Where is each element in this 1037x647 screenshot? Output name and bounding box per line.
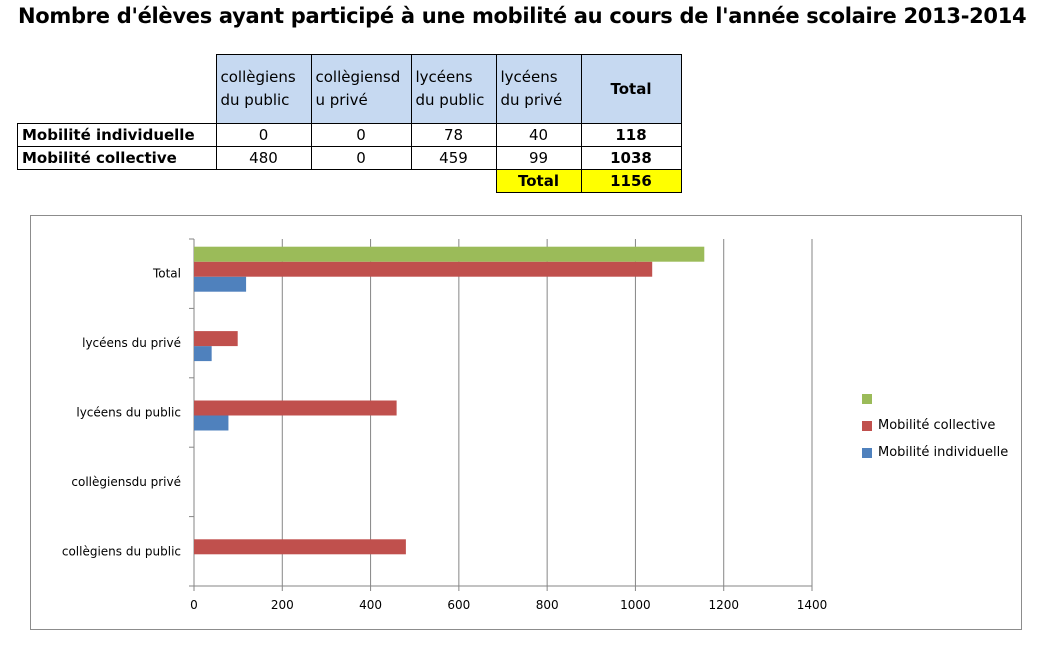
header-lycees-public: lycéens du public — [410, 54, 497, 124]
legend-item: Mobilité individuelle — [862, 439, 1008, 466]
table-cell: 40 — [495, 123, 582, 147]
header-line: lycéens — [500, 68, 558, 86]
chart-legend: Mobilité collective Mobilité individuelle — [862, 385, 1008, 466]
table-row: Mobilité individuelle 0 0 78 40 118 — [17, 123, 682, 147]
page-title: Nombre d'élèves ayant participé à une mo… — [18, 4, 1027, 28]
empty-cell — [311, 170, 411, 193]
bar-series-3 — [194, 246, 705, 262]
bar-mobilit-collective — [194, 331, 238, 347]
chart-area: 0 200 400 600 800 1000 1200 1400 collègiens du p… — [30, 215, 1022, 630]
table-cell: 0 — [310, 123, 412, 147]
grand-total-row: Total 1156 — [18, 169, 682, 193]
row-total: 1038 — [580, 146, 682, 170]
header-line: lycéens — [415, 68, 473, 86]
x-tick-label: 0 — [190, 598, 198, 612]
header-total: Total — [580, 54, 682, 124]
header-line: collègiensd — [315, 68, 401, 86]
header-colleges-public: collègiens du public — [215, 54, 312, 124]
header-line: collègiens — [220, 68, 296, 86]
bar-mobilit-individuelle — [194, 276, 247, 292]
bar-chart: 0 200 400 600 800 1000 1200 1400 collègiens du p… — [62, 238, 828, 612]
table-cell: 459 — [410, 146, 497, 170]
bar-mobilit-collective — [194, 261, 653, 277]
x-tick-label: 800 — [536, 598, 559, 612]
x-tick-label: 1400 — [797, 598, 828, 612]
x-tick-label: 1000 — [620, 598, 651, 612]
header-line: u privé — [315, 91, 368, 109]
header-line: du public — [220, 91, 290, 109]
table-row: Mobilité collective 480 0 459 99 1038 — [17, 146, 682, 170]
category-label: lycéens du privé — [82, 336, 181, 350]
bar-mobilit-individuelle — [194, 346, 212, 362]
x-tick-label: 600 — [447, 598, 470, 612]
bar-mobilit-individuelle — [194, 415, 229, 431]
table-corner — [18, 55, 217, 124]
header-line: du public — [415, 91, 485, 109]
category-label: collègiensdu privé — [71, 475, 181, 489]
table-cell: 0 — [310, 146, 412, 170]
category-label: Total — [152, 267, 181, 281]
table-cell: 99 — [495, 146, 582, 170]
legend-item — [862, 385, 1008, 412]
legend-label: Mobilité collective — [878, 418, 996, 433]
table-cell: 78 — [410, 123, 497, 147]
grand-total-label: Total — [495, 169, 582, 193]
header-line: du privé — [500, 91, 563, 109]
legend-item: Mobilité collective — [862, 412, 1008, 439]
row-total: 118 — [580, 123, 682, 147]
legend-swatch — [862, 420, 872, 431]
table-cell: 480 — [215, 146, 312, 170]
data-table: collègiens du public collègiensd u privé l… — [17, 54, 682, 193]
header-colleges-prive: collègiensd u privé — [310, 54, 412, 124]
empty-cell — [18, 170, 217, 193]
empty-cell — [411, 170, 496, 193]
x-tick-label: 200 — [271, 598, 294, 612]
empty-cell — [216, 170, 311, 193]
bar-mobilit-collective — [194, 400, 397, 416]
legend-label: Mobilité individuelle — [878, 445, 1009, 460]
legend-swatch — [862, 393, 872, 404]
header-lycees-prive: lycéens du privé — [495, 54, 582, 124]
category-label: collègiens du public — [62, 544, 181, 558]
bar-mobilit-collective — [194, 539, 406, 555]
x-tick-label: 400 — [359, 598, 382, 612]
legend-swatch — [862, 447, 872, 458]
table-cell: 0 — [215, 123, 312, 147]
category-label: lycéens du public — [76, 406, 181, 420]
grand-total-value: 1156 — [580, 169, 682, 193]
row-label: Mobilité individuelle — [17, 123, 217, 147]
row-label: Mobilité collective — [17, 146, 217, 170]
x-tick-label: 1200 — [708, 598, 739, 612]
table-header-row: collègiens du public collègiensd u privé l… — [18, 54, 682, 124]
